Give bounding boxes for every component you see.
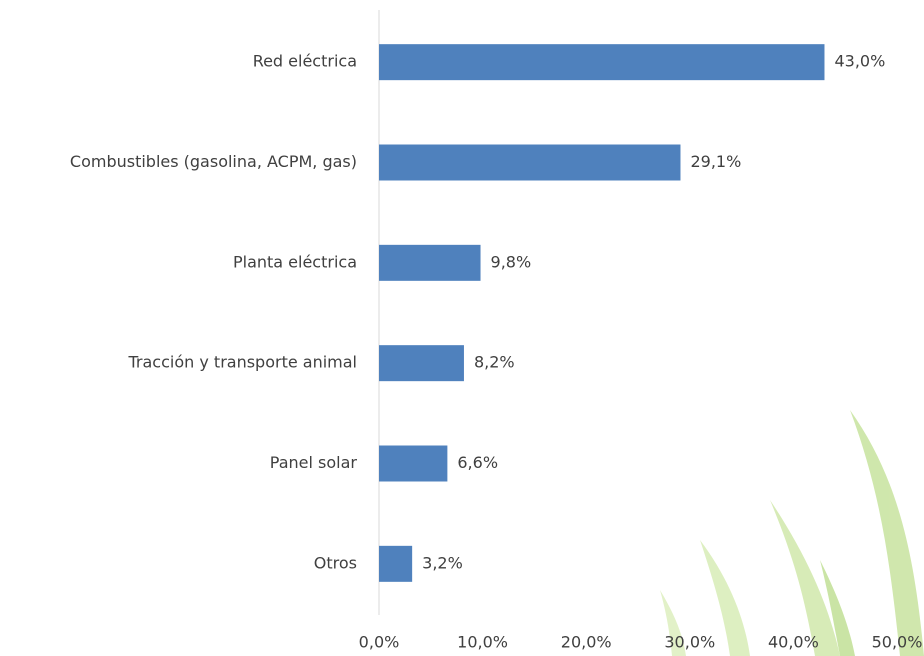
x-tick-label: 40,0% bbox=[768, 633, 819, 652]
bar bbox=[379, 345, 464, 382]
x-tick-label: 10,0% bbox=[457, 633, 508, 652]
category-label: Combustibles (gasolina, ACPM, gas) bbox=[70, 152, 357, 171]
grass-blade bbox=[700, 540, 750, 656]
grass-decoration bbox=[660, 410, 924, 656]
value-label: 6,6% bbox=[457, 453, 498, 472]
value-label: 9,8% bbox=[491, 252, 532, 271]
x-tick-label: 0,0% bbox=[359, 633, 400, 652]
category-label: Otros bbox=[314, 553, 357, 572]
grass-blade bbox=[820, 560, 855, 656]
bar bbox=[379, 545, 413, 582]
grass-blade bbox=[770, 500, 840, 656]
value-label: 29,1% bbox=[690, 152, 741, 171]
grass-blade bbox=[660, 590, 686, 656]
grass-blade bbox=[850, 410, 924, 656]
value-label: 8,2% bbox=[474, 353, 515, 372]
value-label: 3,2% bbox=[422, 553, 463, 572]
category-label: Planta eléctrica bbox=[233, 252, 357, 271]
bar bbox=[379, 445, 448, 482]
category-label: Red eléctrica bbox=[253, 52, 357, 71]
bar bbox=[379, 44, 825, 81]
value-label: 43,0% bbox=[834, 52, 885, 71]
x-tick-label: 30,0% bbox=[664, 633, 715, 652]
x-tick-label: 20,0% bbox=[561, 633, 612, 652]
category-label: Tracción y transporte animal bbox=[128, 353, 358, 372]
bar bbox=[379, 144, 681, 181]
category-label: Panel solar bbox=[270, 453, 358, 472]
x-tick-label: 50,0% bbox=[872, 633, 923, 652]
bar bbox=[379, 244, 481, 281]
